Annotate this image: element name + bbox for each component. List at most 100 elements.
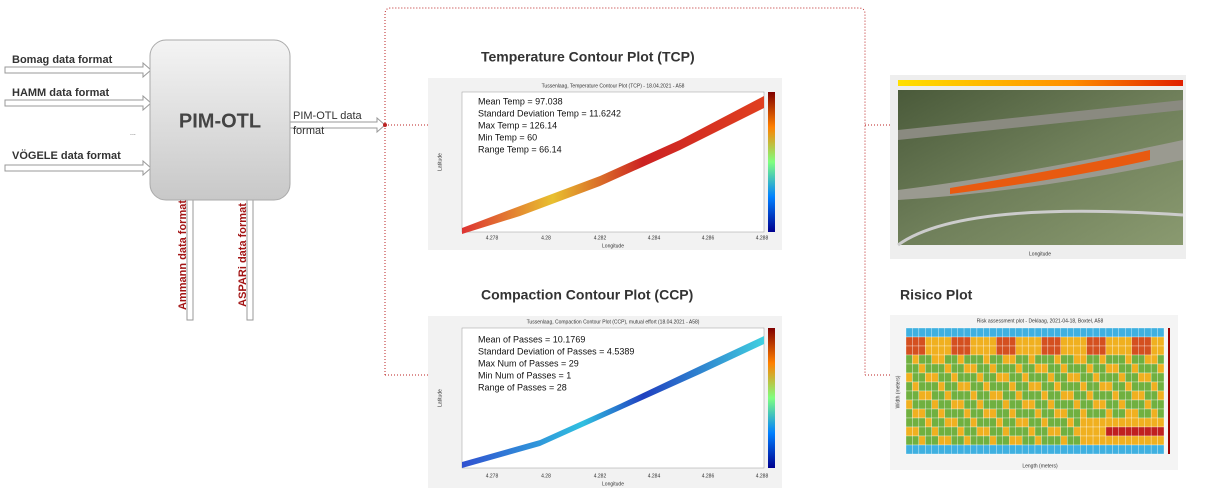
grid-cell (1157, 381, 1165, 392)
tcp-heading: Temperature Contour Plot (TCP) (481, 49, 695, 65)
grid-cell (1067, 363, 1074, 374)
grid-cell (963, 381, 971, 392)
grid-cell (1073, 417, 1081, 428)
grid-cell (957, 345, 965, 356)
grid-cell (1009, 381, 1016, 392)
grid-cell (976, 435, 984, 446)
map-image: Longitude (890, 75, 1186, 259)
input-label: Bomag data format (12, 54, 113, 66)
grid-cell (1047, 399, 1055, 410)
grid-cell (951, 327, 958, 338)
grid-cell (1099, 345, 1107, 356)
grid-cell (976, 444, 984, 455)
grid-cell (925, 408, 932, 419)
grid-cell (1060, 354, 1068, 365)
grid-cell (1060, 426, 1068, 437)
grid-cell (1041, 354, 1049, 365)
grid-cell (1150, 444, 1158, 455)
grid-cell (1002, 327, 1010, 338)
grid-cell (1034, 408, 1042, 419)
grid-cell (1028, 426, 1036, 437)
x-label: Longitude (1029, 251, 1051, 257)
grid-cell (951, 399, 958, 410)
grid-cell (1112, 372, 1120, 383)
grid-cell (970, 408, 978, 419)
grid-cell (976, 417, 984, 428)
grid-cell (918, 336, 926, 347)
grid-cell (1060, 408, 1068, 419)
grid-cell (905, 372, 913, 383)
grid-cell (963, 426, 971, 437)
grid-cell (963, 327, 971, 338)
grid-cell (1150, 354, 1158, 365)
grid-cell (1054, 354, 1061, 365)
grid-cell (1067, 345, 1074, 356)
grid-cell (1054, 363, 1061, 374)
grid-cell (951, 444, 958, 455)
x-label: Longitude (602, 243, 624, 249)
grid-cell (1009, 408, 1016, 419)
grid-cell (912, 435, 920, 446)
grid-cell (1144, 426, 1152, 437)
grid-cell (1041, 408, 1049, 419)
grid-cell (1105, 345, 1113, 356)
grid-cell (1009, 345, 1016, 356)
grid-cell (1034, 399, 1042, 410)
grid-cell (1144, 345, 1152, 356)
grid-cell (1021, 354, 1029, 365)
grid-cell (957, 426, 965, 437)
grid-cell (1002, 408, 1010, 419)
grid-cell (970, 363, 978, 374)
grid-cell (1086, 444, 1094, 455)
grid-cell (912, 354, 920, 365)
grid-cell (918, 417, 926, 428)
grid-cell (1015, 336, 1023, 347)
grid-cell (1080, 354, 1087, 365)
grid-cell (1002, 345, 1010, 356)
grid-cell (1138, 426, 1145, 437)
grid-cell (1150, 408, 1158, 419)
grid-cell (912, 372, 920, 383)
grid-cell (1112, 426, 1120, 437)
grid-cell (931, 435, 939, 446)
grid-cell (989, 381, 997, 392)
grid-cell (1105, 372, 1113, 383)
grid-cell (1015, 345, 1023, 356)
grid-cell (944, 390, 952, 401)
grid-cell (976, 345, 984, 356)
grid-cell (1034, 426, 1042, 437)
grid-cell (1015, 381, 1023, 392)
grid-cell (1150, 399, 1158, 410)
stat-line: Standard Deviation Temp = 11.6242 (478, 108, 621, 118)
y-label: Latitude (437, 389, 443, 407)
grid-cell (1150, 435, 1158, 446)
grid-cell (1041, 444, 1049, 455)
grid-cell (1144, 444, 1152, 455)
stat-line: Standard Deviation of Passes = 4.5389 (478, 346, 634, 356)
grid-cell (925, 390, 932, 401)
grid-cell (1054, 381, 1061, 392)
grid-cell (1125, 372, 1132, 383)
grid-cell (963, 399, 971, 410)
grid-cell (957, 444, 965, 455)
grid-cell (989, 354, 997, 365)
grid-cell (1041, 426, 1049, 437)
grid-cell (1131, 426, 1139, 437)
grid-cell (1047, 426, 1055, 437)
grid-cell (1047, 408, 1055, 419)
grid-cell (1002, 381, 1010, 392)
grid-cell (1118, 435, 1126, 446)
output-label: format (293, 125, 324, 137)
grid-cell (1105, 381, 1113, 392)
stat-line: Range Temp = 66.14 (478, 144, 562, 154)
grid-cell (1144, 336, 1152, 347)
ccp-plot: Tussenlaag, Compaction Contour Plot (CCP… (428, 316, 782, 488)
x-tick-label: 4.278 (486, 235, 499, 241)
grid-cell (983, 390, 991, 401)
grid-cell (1157, 399, 1165, 410)
grid-cell (996, 408, 1003, 419)
x-tick-label: 4.286 (702, 473, 715, 479)
grid-cell (1105, 336, 1113, 347)
grid-cell (1092, 372, 1100, 383)
grid-cell (1150, 345, 1158, 356)
